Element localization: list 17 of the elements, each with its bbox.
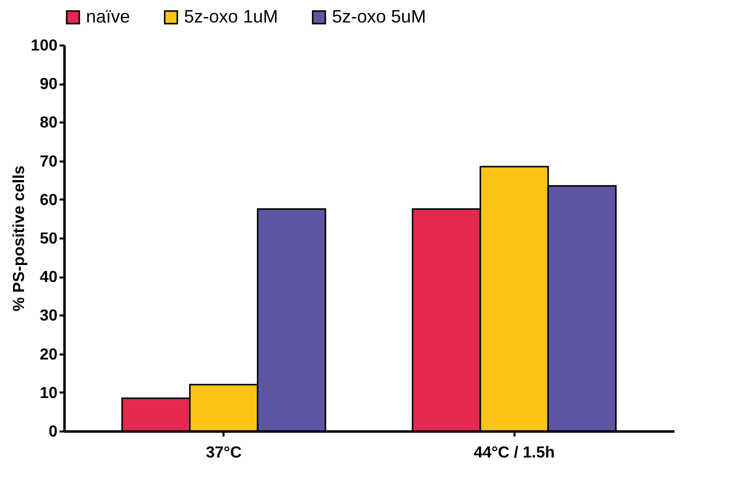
y-tick-label: 10 — [40, 384, 58, 402]
legend-label: 5z-oxo 1uM — [184, 6, 278, 26]
legend-label: 5z-oxo 5uM — [332, 6, 426, 26]
y-tick-label: 90 — [40, 76, 58, 94]
y-tick-label: 20 — [40, 346, 58, 364]
y-tick-label: 40 — [40, 269, 58, 286]
x-tick-label: 37°C — [206, 444, 242, 462]
y-axis-title: % PS-positive cells — [10, 165, 28, 312]
y-tick-label: 60 — [40, 192, 58, 209]
y-tick-label: 0 — [48, 424, 58, 440]
x-tick-label: 44°C / 1.5h — [474, 444, 555, 462]
y-tick-label: 100 — [30, 38, 58, 54]
y-tick-label: 70 — [40, 153, 58, 170]
y-tick-label: 80 — [40, 114, 58, 132]
legend-label: naïve — [86, 6, 130, 26]
y-tick-label: 30 — [40, 308, 58, 325]
y-tick-label: 50 — [40, 230, 58, 248]
